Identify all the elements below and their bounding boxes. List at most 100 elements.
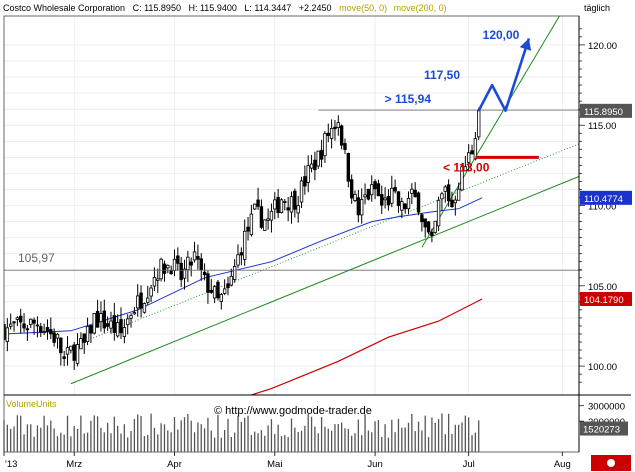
candle-body xyxy=(219,294,223,302)
candle-body xyxy=(146,297,150,303)
candle-body xyxy=(156,278,160,281)
candle-body xyxy=(82,333,86,343)
x-tick-label: Jun xyxy=(367,459,382,470)
candle-body xyxy=(326,132,330,137)
candle-body xyxy=(473,138,478,160)
candle-body xyxy=(5,327,10,342)
candle-body xyxy=(15,317,20,320)
candle-body xyxy=(142,303,147,313)
candle-body xyxy=(303,176,307,187)
volume-title: VolumeUnits xyxy=(6,399,57,409)
candle-body xyxy=(25,328,30,331)
candle-body xyxy=(403,203,407,210)
x-tick-label: '13 xyxy=(5,459,17,470)
candle-body xyxy=(296,205,300,214)
candle-body xyxy=(152,276,157,287)
candle-body xyxy=(273,199,277,210)
candle-body xyxy=(112,315,117,333)
candle-body xyxy=(75,344,80,364)
candle-body xyxy=(259,206,264,228)
candle-body xyxy=(283,201,287,203)
candle-body xyxy=(456,188,461,201)
candle-body xyxy=(460,166,464,191)
candle-body xyxy=(182,268,187,279)
candle-body xyxy=(172,258,177,271)
candle-body xyxy=(49,329,53,335)
support-mark-label: < 113,00 xyxy=(443,160,490,174)
candle-body xyxy=(253,203,257,210)
candle-body xyxy=(430,231,434,236)
candle-body xyxy=(105,323,110,327)
candle-body xyxy=(32,319,36,324)
candle-body xyxy=(132,312,137,315)
candle-body xyxy=(380,194,384,206)
candle-body xyxy=(383,197,387,201)
candle-body xyxy=(329,128,334,139)
candle-body xyxy=(336,122,341,128)
candle-body xyxy=(470,150,474,155)
candle-body xyxy=(239,252,244,256)
candle-body xyxy=(276,196,280,213)
x-tick-label: Aug xyxy=(554,459,571,470)
candle-body xyxy=(356,197,361,216)
candle-body xyxy=(313,159,317,171)
candle-body xyxy=(196,255,200,260)
candle-body xyxy=(162,263,167,274)
y-tick-label: 115.00 xyxy=(588,121,616,132)
candle-body xyxy=(466,152,471,163)
volume-badge-label: 1520273 xyxy=(583,425,620,436)
price-badge xyxy=(580,291,632,306)
candle-body xyxy=(453,199,458,204)
candle-body xyxy=(22,323,26,329)
candle-body xyxy=(236,254,240,266)
candles xyxy=(4,107,481,370)
candle-body xyxy=(59,337,63,354)
candle-body xyxy=(119,319,123,334)
candle-body xyxy=(179,262,183,281)
candle-body xyxy=(129,315,133,319)
candle-body xyxy=(286,207,290,211)
header-ma50: move(50, 0) xyxy=(339,3,387,13)
candle-body xyxy=(343,143,347,150)
candle-body xyxy=(436,199,441,227)
y-tick-label: 105.00 xyxy=(588,282,617,293)
candle-body xyxy=(309,163,314,169)
header-ma200: move(200, 0) xyxy=(394,3,447,13)
candle-body xyxy=(360,199,364,216)
candle-body xyxy=(376,183,381,197)
header-change: +2.2450 xyxy=(299,3,332,13)
candle-body xyxy=(232,266,237,280)
candle-body xyxy=(4,324,6,340)
candle-body xyxy=(293,190,297,210)
candle-body xyxy=(269,210,274,221)
candle-body xyxy=(346,152,351,182)
target-label-117-50: 117,50 xyxy=(424,68,460,82)
watermark: © http://www.godmode-trader.de xyxy=(214,405,372,417)
header-high: H: 115.9400 xyxy=(188,3,236,13)
candle-body xyxy=(136,295,140,309)
candle-body xyxy=(349,179,354,199)
candle-body xyxy=(319,149,324,160)
candle-body xyxy=(353,193,357,201)
candle-body xyxy=(440,193,444,200)
candle-body xyxy=(477,110,481,138)
candle-body xyxy=(416,192,421,213)
candle-body xyxy=(89,325,93,334)
header-interval: täglich xyxy=(584,3,610,13)
candle-body xyxy=(410,188,414,194)
candle-body xyxy=(390,187,394,204)
candle-body xyxy=(192,251,197,261)
candle-body xyxy=(206,273,210,293)
volume-panel: VolumeUnits300000020000001520273© http:/… xyxy=(3,399,631,471)
price-badge xyxy=(580,103,632,118)
candle-body xyxy=(370,184,374,196)
candle-body xyxy=(125,318,130,326)
candle-body xyxy=(423,218,427,228)
candle-body xyxy=(463,166,468,172)
candle-body xyxy=(279,199,284,214)
candle-body xyxy=(62,356,66,359)
candle-body xyxy=(373,181,377,190)
candle-body xyxy=(166,264,170,269)
x-tick-label: Apr xyxy=(167,459,182,470)
candle-body xyxy=(42,331,46,333)
